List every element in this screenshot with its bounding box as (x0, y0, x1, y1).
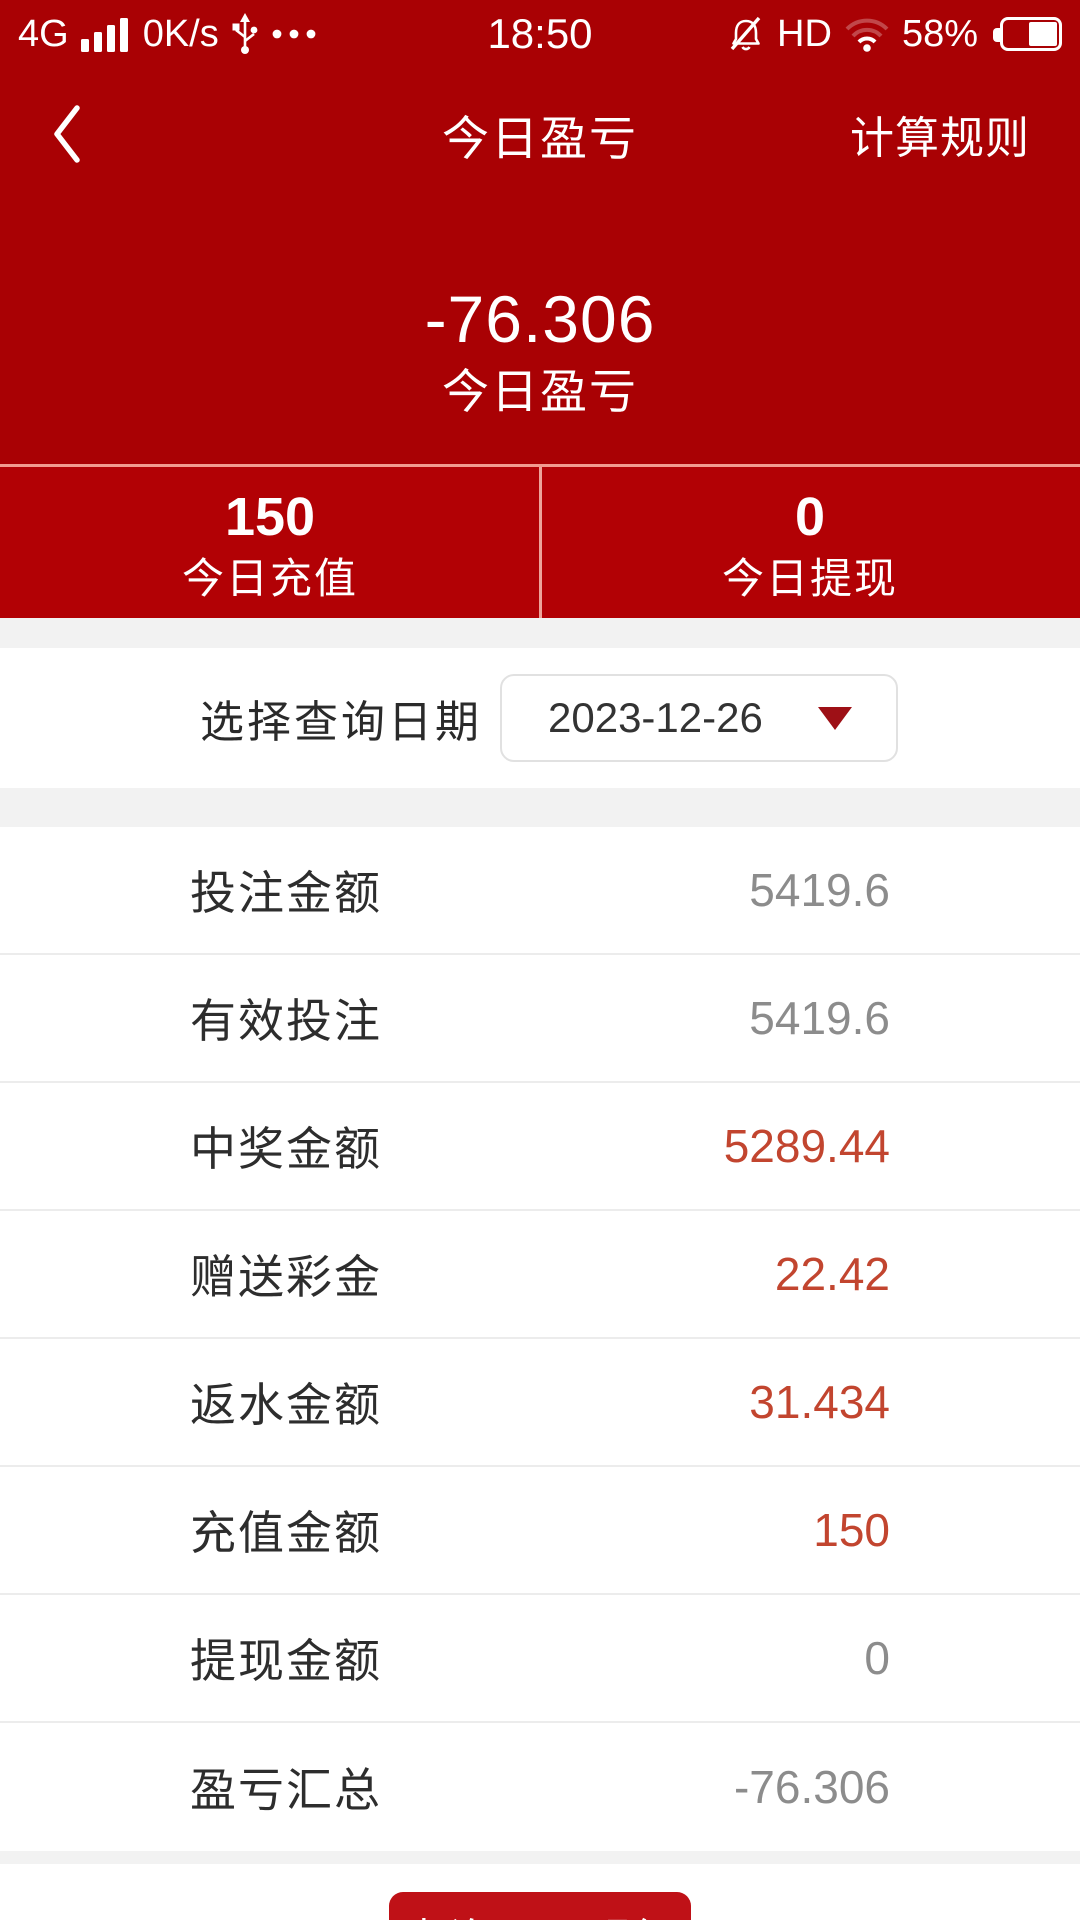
row-label: 盈亏汇总 (190, 1764, 382, 1816)
table-row: 有效投注 5419.6 (0, 955, 1080, 1083)
row-value: 150 (813, 1504, 890, 1556)
row-label: 中奖金额 (190, 1123, 382, 1175)
row-label: 投注金额 (190, 867, 382, 919)
date-picker-dropdown[interactable]: 2023-12-26 (500, 674, 898, 762)
calc-rules-link[interactable]: 计算规则 (850, 114, 1030, 163)
spacer (0, 1851, 1080, 1864)
row-value: 5289.44 (723, 1120, 890, 1172)
battery-percent: 58% (901, 12, 978, 55)
spacer (0, 618, 1080, 648)
today-deposit-label: 今日充值 (181, 555, 358, 602)
dropdown-arrow-icon (818, 706, 852, 730)
network-type: 4G (18, 12, 69, 55)
row-value: 0 (864, 1632, 890, 1684)
table-row: 充值金额 150 (0, 1467, 1080, 1595)
row-value: 22.42 (774, 1248, 890, 1300)
section-divider (0, 464, 1080, 467)
date-picker-label: 选择查询日期 (200, 698, 482, 747)
vertical-divider (539, 467, 542, 618)
wifi-icon (845, 18, 889, 52)
table-row: 中奖金额 5289.44 (0, 1083, 1080, 1211)
signal-strength-icon (80, 18, 128, 52)
table-row: 提现金额 0 (0, 1595, 1080, 1723)
navigation-bar: 今日盈亏 计算规则 (0, 88, 1080, 180)
notification-muted-icon (730, 16, 761, 51)
table-row: 投注金额 5419.6 (0, 827, 1080, 955)
table-row: 赠送彩金 22.42 (0, 1211, 1080, 1339)
row-label: 有效投注 (190, 995, 382, 1047)
row-value: 31.434 (749, 1376, 890, 1428)
summary-panel: 150 今日充值 0 今日提现 (0, 467, 1080, 618)
row-value: 5419.6 (749, 864, 890, 916)
today-profit-value: -76.306 (424, 282, 656, 356)
selected-date: 2023-12-26 (548, 694, 763, 741)
battery-icon (993, 17, 1062, 51)
more-dots-icon (272, 29, 316, 39)
back-button[interactable] (50, 104, 84, 164)
today-deposit-value: 150 (224, 487, 316, 547)
today-withdraw-label: 今日提现 (721, 555, 898, 602)
hero-section: 4G 0K/s (0, 0, 1080, 464)
row-label: 返水金额 (190, 1379, 382, 1431)
table-row: 盈亏汇总 -76.306 (0, 1723, 1080, 1851)
hd-indicator: HD (777, 12, 832, 55)
row-label: 赠送彩金 (190, 1251, 382, 1303)
today-withdraw-summary: 0 今日提现 (540, 467, 1080, 618)
row-value: 5419.6 (749, 992, 890, 1044)
date-picker-row: 选择查询日期 2023-12-26 (0, 648, 1080, 788)
today-profit-caption: 今日盈亏 (442, 365, 638, 418)
today-withdraw-value: 0 (794, 487, 826, 547)
usb-icon (232, 13, 258, 54)
network-speed: 0K/s (142, 12, 219, 55)
row-label: 提现金额 (190, 1635, 382, 1687)
today-deposit-summary: 150 今日充值 (0, 467, 540, 618)
row-label: 充值金额 (190, 1507, 382, 1559)
table-row: 返水金额 31.434 (0, 1339, 1080, 1467)
page-title: 今日盈亏 (442, 111, 638, 165)
spacer (0, 788, 1080, 827)
profit-detail-list: 投注金额 5419.6 有效投注 5419.6 中奖金额 5289.44 赠送彩… (0, 827, 1080, 1851)
query-profit-detail-button[interactable]: 查询盈亏明细 (389, 1892, 691, 1920)
status-bar: 4G 0K/s (0, 0, 1080, 62)
row-value: -76.306 (733, 1761, 890, 1813)
footer: 查询盈亏明细 (0, 1864, 1080, 1920)
